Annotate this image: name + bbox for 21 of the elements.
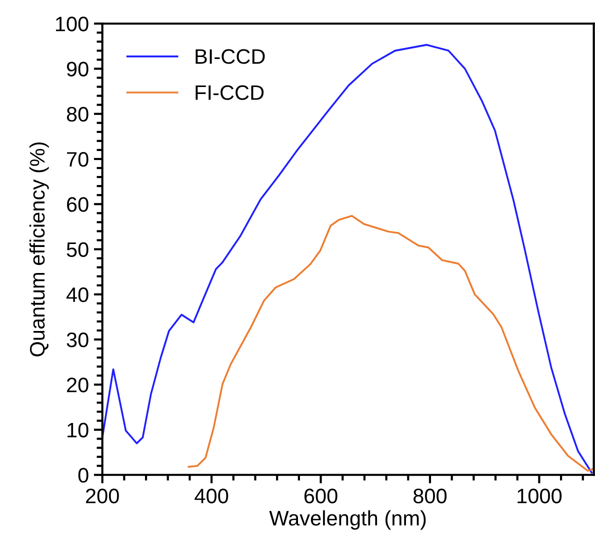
y-tick-label: 90 — [66, 62, 88, 76]
y-tick-label: 50 — [66, 242, 88, 257]
y-tick-label: 20 — [67, 378, 88, 392]
y-tick-label: 0 — [78, 468, 88, 483]
x-tick-label: 600 — [304, 488, 338, 504]
x-tick-label: 1000 — [518, 488, 562, 504]
y-tick-label: 30 — [66, 332, 88, 348]
x-tick-label: 800 — [414, 488, 447, 504]
line-series — [188, 214, 594, 472]
y-tick-label: 10 — [68, 422, 88, 438]
y-tick-label: 80 — [66, 106, 88, 122]
x-tick-label: 400 — [194, 488, 228, 504]
y-axis-title: Quantum efficiency (%) — [29, 142, 49, 356]
legend-label: FI-CCD — [196, 85, 264, 100]
x-tick-label: 200 — [86, 488, 119, 504]
y-tick-label: 60 — [67, 197, 88, 212]
y-tick-label: 70 — [67, 152, 88, 167]
legend-label: BI-CCD — [196, 49, 265, 64]
y-tick-label: 40 — [66, 287, 88, 302]
x-axis-title: Wavelength (nm) — [269, 510, 426, 530]
y-tick-label: 100 — [56, 16, 88, 32]
